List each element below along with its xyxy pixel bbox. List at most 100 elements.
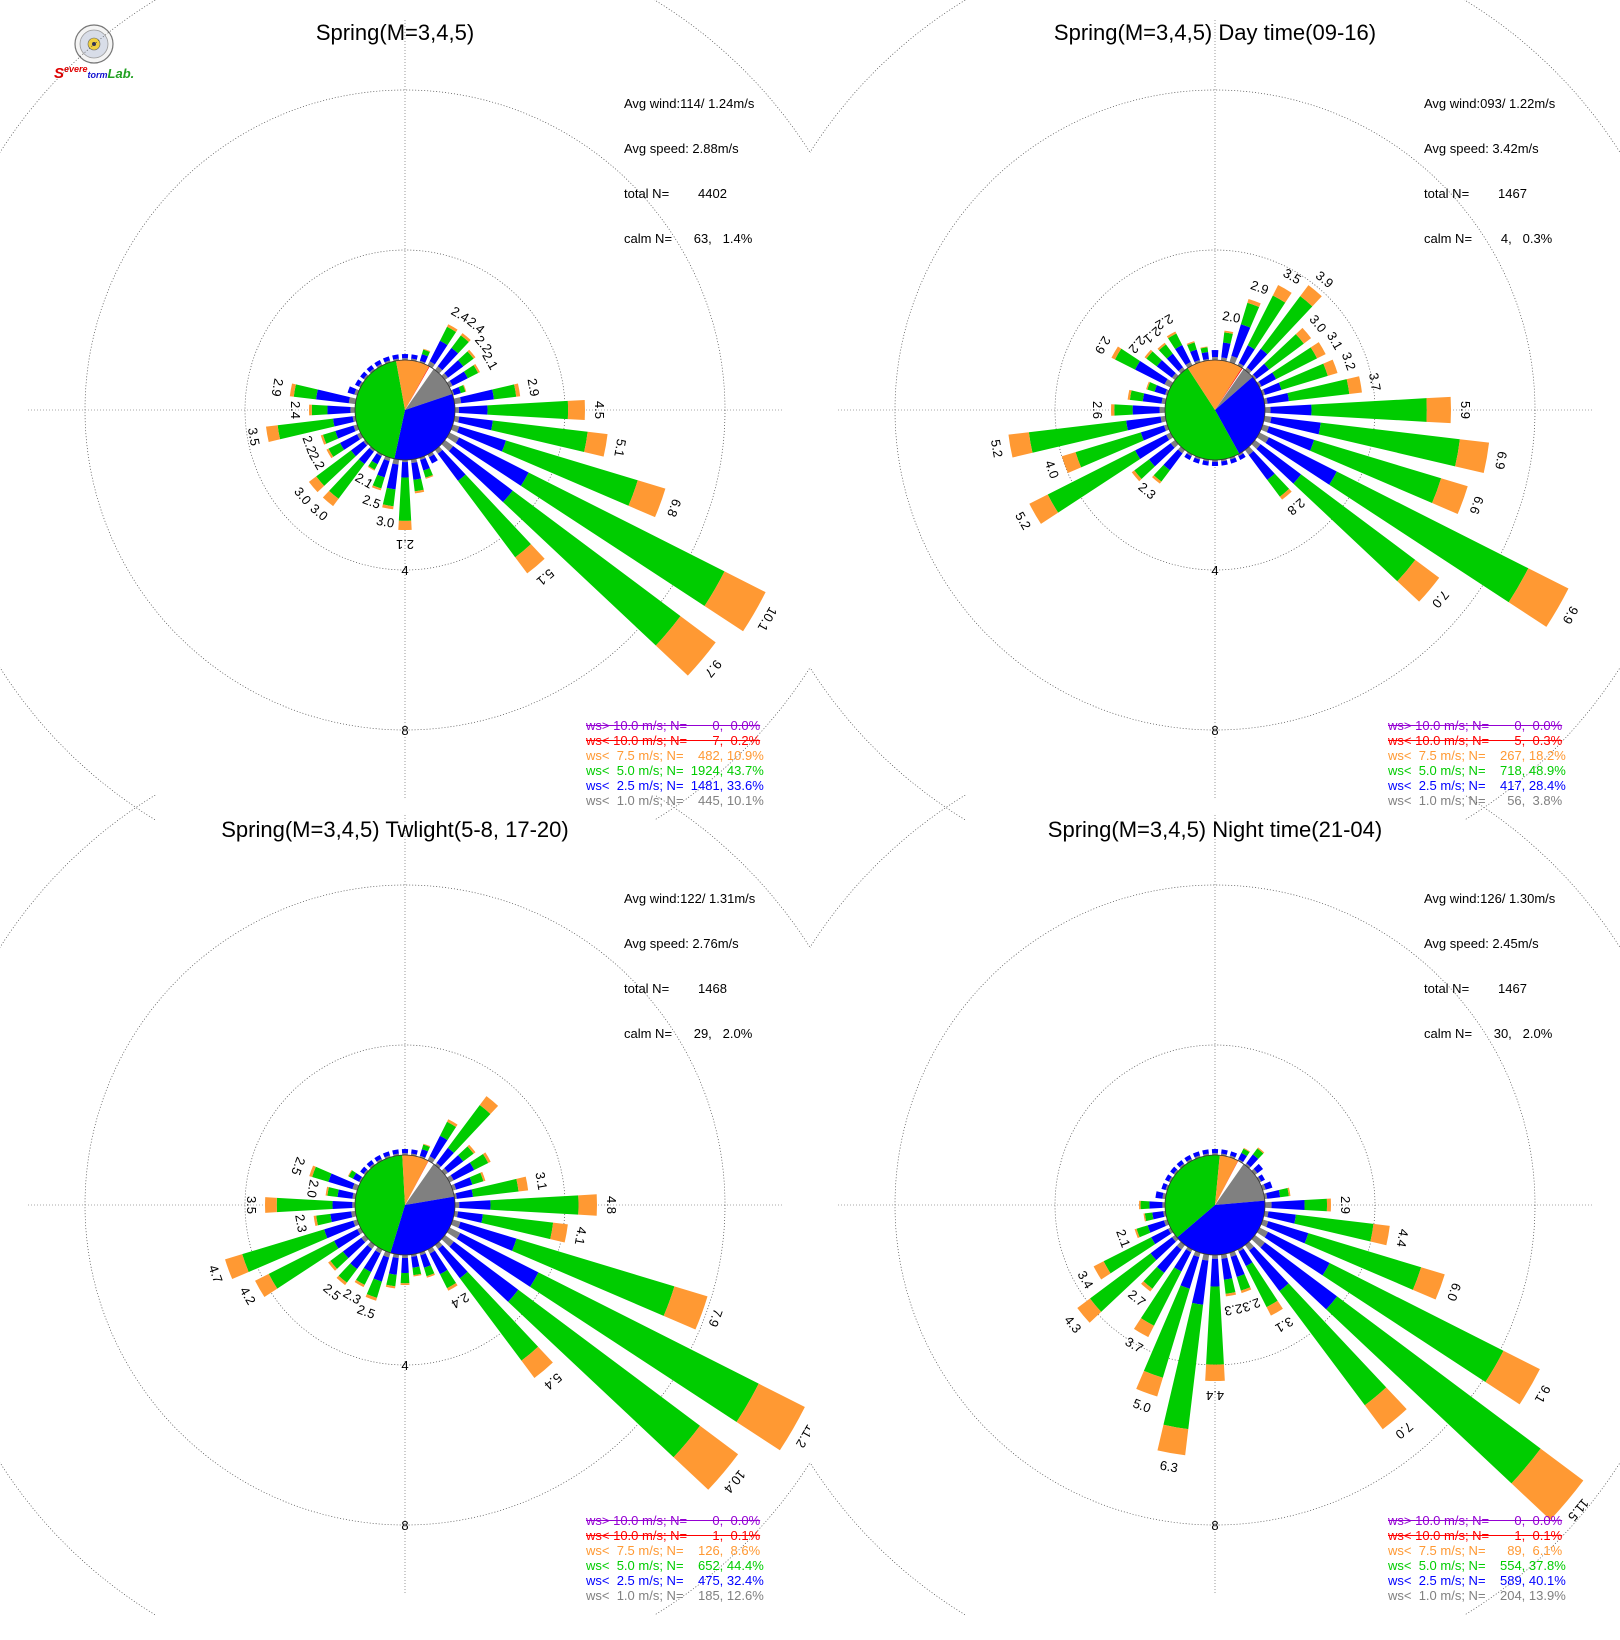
- logo-letter: S: [54, 65, 65, 82]
- petal-value-label: 4.4: [1206, 1388, 1224, 1403]
- petal-band: [1247, 295, 1286, 350]
- petal-band: [1103, 1237, 1156, 1274]
- petal-value-label: 2.8: [1285, 495, 1308, 518]
- petal-band: [367, 1241, 376, 1250]
- petal-band: [655, 616, 716, 676]
- petal-band: [1260, 296, 1313, 355]
- petal-band: [1326, 1296, 1541, 1484]
- legend-entry: ws< 5.0 m/s; N= 554, 37.8%: [1388, 1558, 1566, 1573]
- petal-band: [1370, 1223, 1390, 1246]
- petal-band: [1184, 453, 1192, 460]
- petal-band: [458, 405, 488, 415]
- petal-band: [1212, 357, 1218, 361]
- pie-slice-lt10: [405, 1160, 429, 1205]
- petal-band: [567, 399, 585, 421]
- petal-band: [467, 349, 476, 359]
- petal-value-label: 4.1: [572, 1226, 590, 1246]
- petal-band: [360, 1166, 368, 1174]
- stats-box: Avg wind:114/ 1.24m/s Avg speed: 2.88m/s…: [624, 66, 754, 276]
- petal-band: [1202, 1253, 1210, 1261]
- ring-label: 4: [401, 1358, 408, 1373]
- petal-band: [1237, 1246, 1244, 1252]
- petal-value-label: 6.8: [664, 497, 684, 519]
- legend-entry: ws< 5.0 m/s; N= 652, 44.4%: [586, 1558, 764, 1573]
- calm-n: calm N= 29, 2.0%: [624, 1026, 753, 1041]
- petal-band: [354, 1279, 365, 1288]
- pie-slice-lt10: [1215, 367, 1243, 410]
- petal-band: [1165, 1184, 1170, 1191]
- petal-band: [1244, 1163, 1251, 1169]
- petal-band: [436, 1147, 454, 1167]
- petal-band: [457, 1211, 483, 1223]
- petal-band: [360, 371, 368, 379]
- petal-band: [400, 1283, 410, 1285]
- petal-band: [1267, 1211, 1296, 1224]
- petal-value-label: 2.5: [320, 1280, 343, 1303]
- petal-band: [460, 333, 471, 343]
- pie-slice-lt1: [1215, 1164, 1265, 1205]
- petal-band: [673, 1425, 739, 1490]
- petal-band: [1266, 1300, 1283, 1316]
- petal-band: [1155, 1191, 1164, 1199]
- petal-band: [457, 426, 506, 452]
- petal-value-label: 7.0: [1393, 1419, 1416, 1442]
- petal-band: [1258, 372, 1277, 387]
- pie-slice-lt7_5: [402, 1155, 429, 1205]
- avg-speed: Avg speed: 2.45m/s: [1424, 936, 1539, 951]
- petal-band: [1294, 1214, 1374, 1242]
- petal-band: [293, 384, 318, 400]
- petal-band: [393, 358, 400, 362]
- petal-value-label: 3.7: [1123, 1334, 1146, 1356]
- petal-band: [1266, 392, 1289, 404]
- petal-band: [1455, 439, 1490, 474]
- petal-band: [1173, 1169, 1179, 1176]
- petal-band: [663, 1286, 708, 1330]
- petal-band: [419, 354, 429, 363]
- petal-band: [1260, 1184, 1266, 1191]
- petal-band: [1185, 361, 1193, 369]
- petal-band: [441, 373, 449, 381]
- petal-band: [1178, 367, 1186, 374]
- petal-band: [1221, 342, 1231, 359]
- petal-band: [363, 1169, 369, 1176]
- petal-band: [1047, 450, 1141, 513]
- petal-value-label: 9.1: [1532, 1383, 1554, 1406]
- logo-text: SeveretormLab.: [54, 64, 134, 82]
- legend-entry: ws< 2.5 m/s; N= 475, 32.4%: [586, 1573, 764, 1588]
- petal-band: [1186, 1246, 1193, 1253]
- petal-value-label: 11.2: [793, 1422, 810, 1451]
- legend-entry: ws< 1.0 m/s; N= 445, 10.1%: [586, 793, 764, 808]
- total-n: total N= 4402: [624, 186, 727, 201]
- petal-band: [1249, 1246, 1289, 1292]
- petal-value-label: 2.9: [1092, 334, 1114, 357]
- petal-band: [1252, 1148, 1264, 1159]
- petal-band: [460, 389, 494, 404]
- petal-band: [1251, 1168, 1258, 1176]
- petal-band: [1240, 302, 1260, 328]
- petal-band: [1329, 471, 1529, 603]
- petal-band: [1202, 460, 1209, 466]
- petal-value-label: 4.2: [237, 1284, 259, 1307]
- petal-band: [1127, 389, 1132, 400]
- petal-band: [356, 1267, 372, 1285]
- petal-band: [1221, 460, 1228, 466]
- petal-band: [481, 1214, 554, 1240]
- petal-band: [444, 1155, 464, 1173]
- petal-band: [1135, 360, 1168, 385]
- petal-band: [1364, 1387, 1407, 1430]
- petal-band: [1263, 1181, 1273, 1190]
- petal-band: [1159, 406, 1166, 414]
- petal-band: [242, 1229, 328, 1272]
- petal-band: [392, 1149, 399, 1155]
- ring-label: 8: [401, 723, 408, 738]
- petal-band: [332, 1200, 353, 1210]
- petal-band: [382, 487, 396, 507]
- petal-band: [373, 1255, 390, 1282]
- petal-band: [628, 480, 666, 518]
- petal-band: [1211, 350, 1219, 358]
- petal-band: [454, 1201, 460, 1209]
- petal-band: [401, 1149, 409, 1154]
- petal-band: [1163, 1219, 1170, 1227]
- petal-band: [1205, 1364, 1225, 1381]
- petal-band: [225, 1254, 249, 1280]
